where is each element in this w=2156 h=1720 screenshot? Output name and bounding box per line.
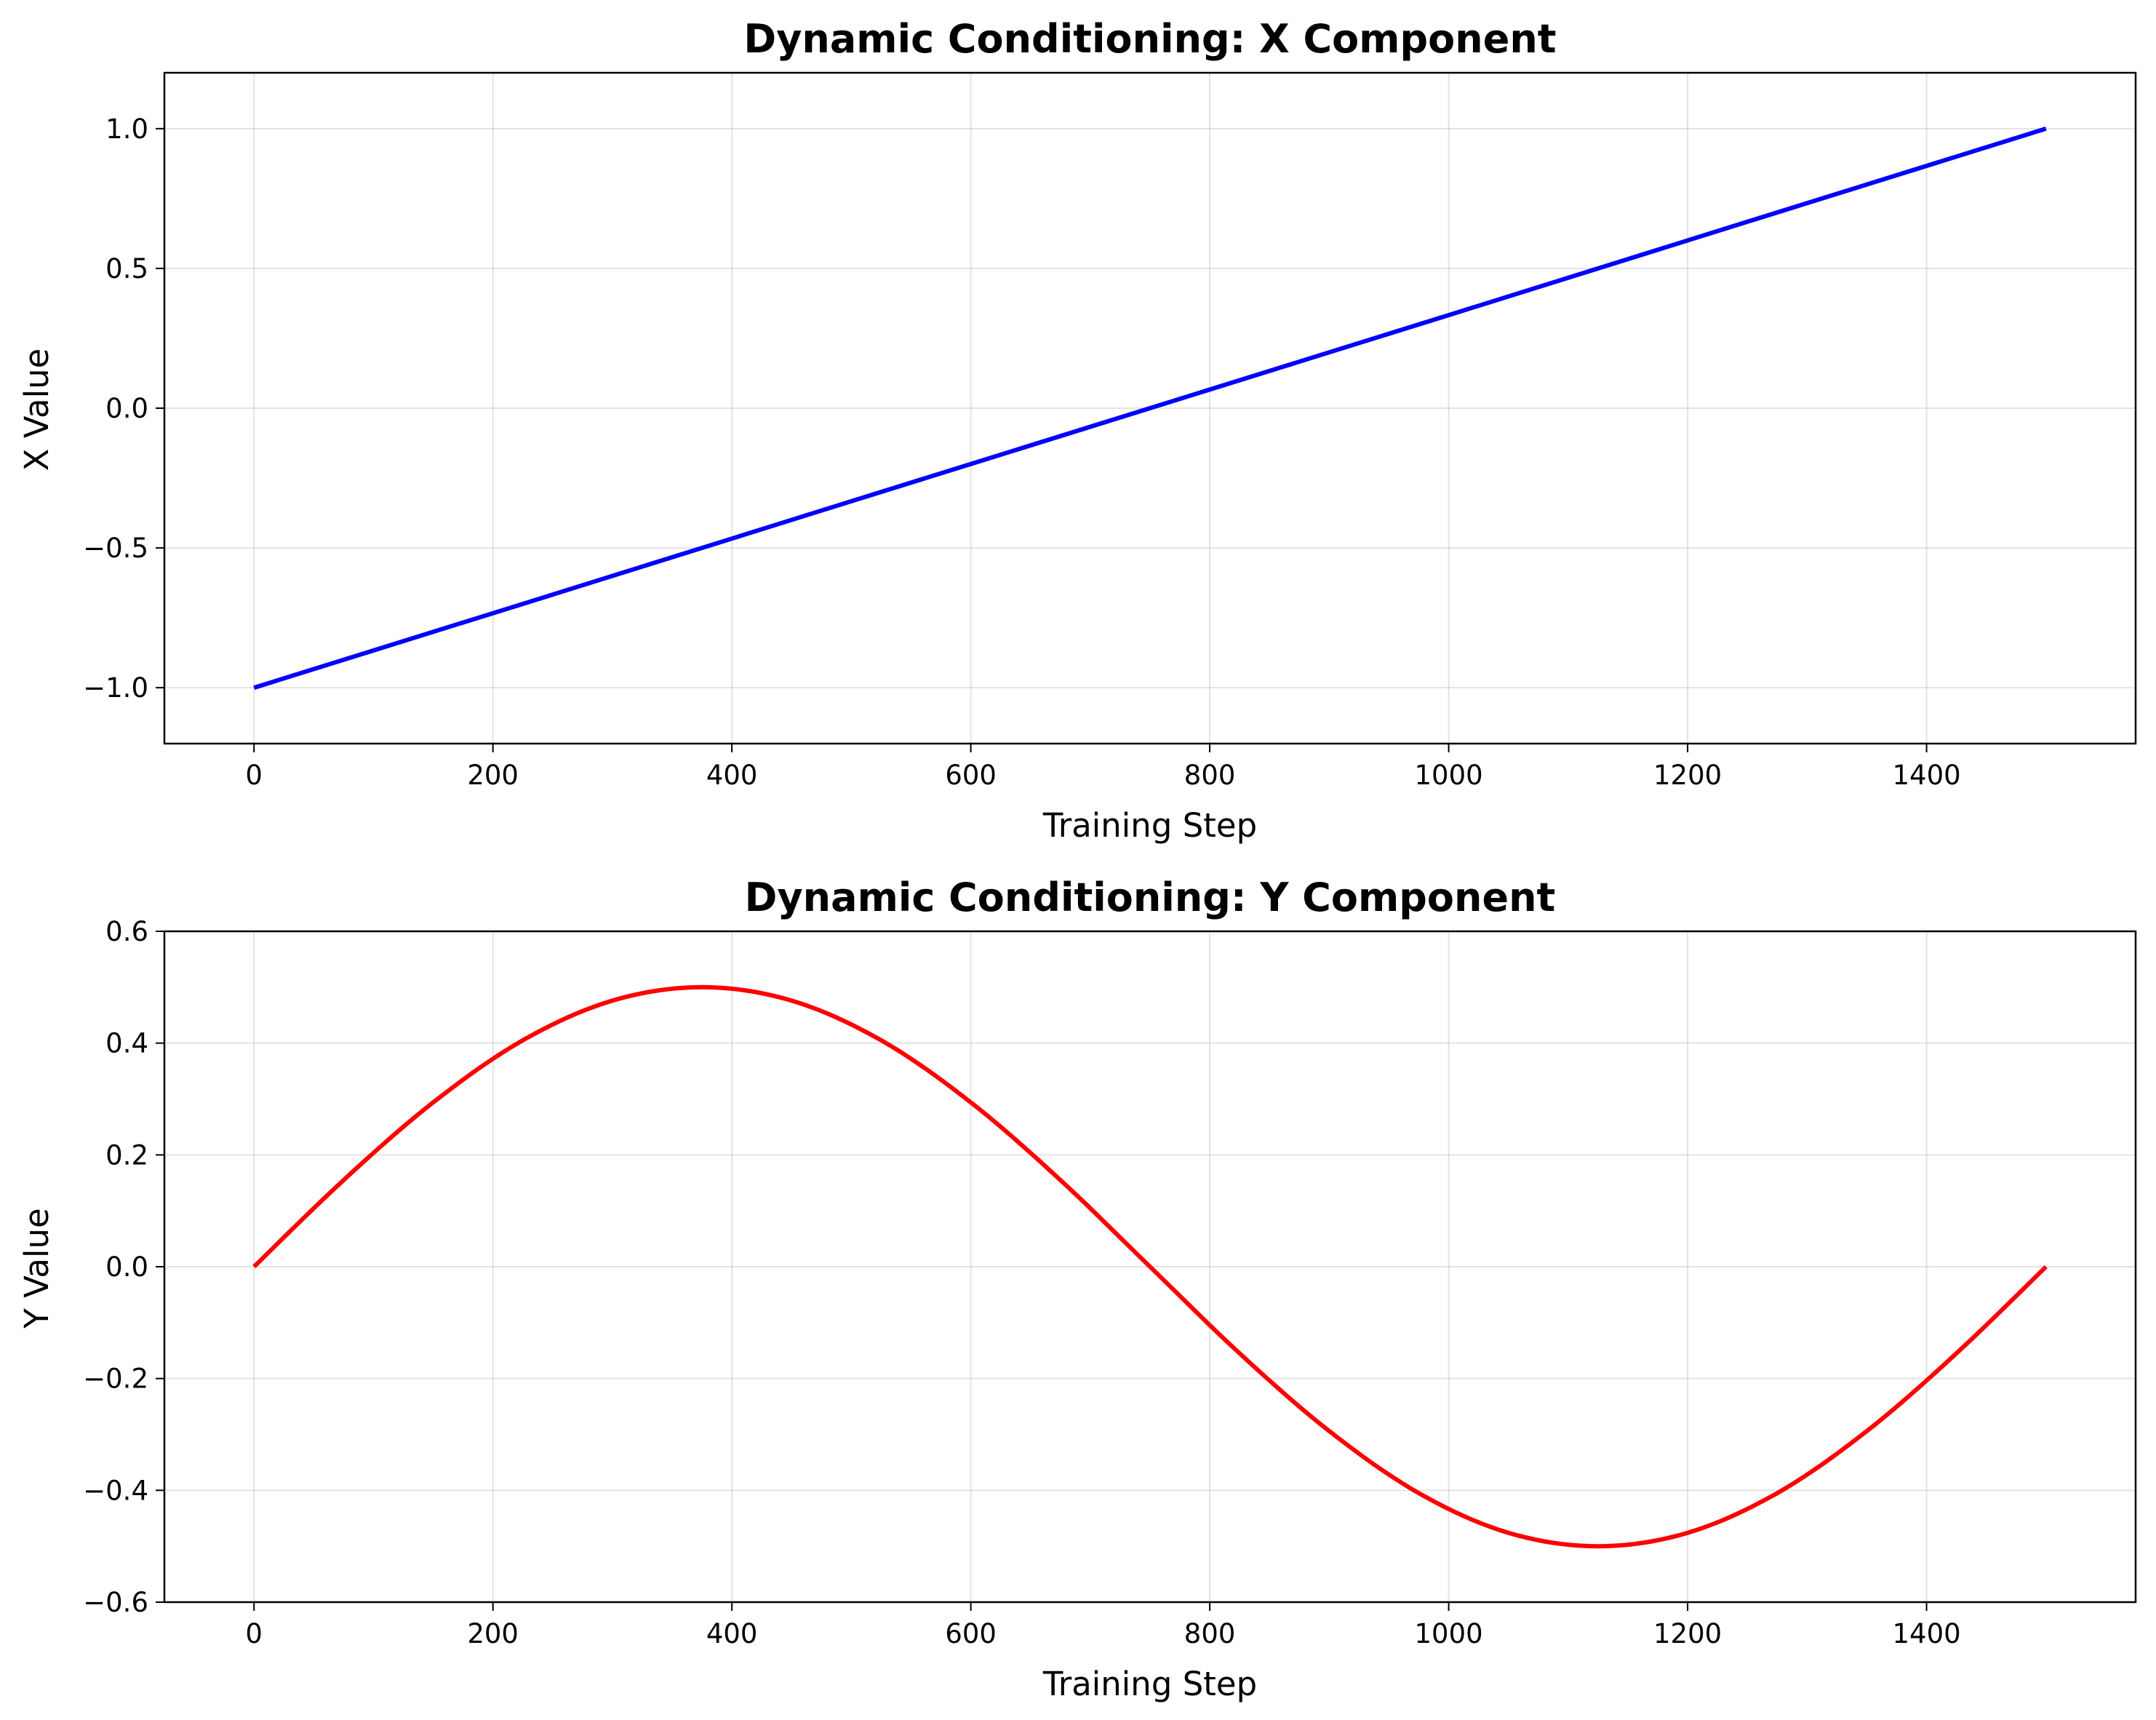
x-tick-label: 1400: [1892, 1618, 1960, 1649]
x-tick-label: 0: [245, 760, 263, 791]
x-tick-label: 600: [945, 760, 997, 791]
x-tick-label: 1200: [1653, 1618, 1722, 1649]
y-axis-label: X Value: [17, 349, 56, 471]
chart-title: Dynamic Conditioning: Y Component: [745, 875, 1556, 920]
x-tick-label: 1000: [1415, 760, 1483, 791]
x-axis-label: Training Step: [1042, 1665, 1257, 1703]
series: [252, 984, 2048, 1549]
y-component-panel: Dynamic Conditioning: Y Component Traini…: [17, 875, 2137, 1703]
y-tick-label: 0.5: [105, 253, 148, 284]
x-tick-label: 1200: [1653, 760, 1722, 791]
y-tick-label: 0.0: [105, 393, 148, 424]
ticks: 0 200 400 600 800 1000 1200 1400 −0.6 −0.4 −0.2 0.0…: [83, 916, 1961, 1649]
x-tick-label: 1000: [1415, 1618, 1483, 1649]
y-tick-label: −0.5: [83, 533, 148, 564]
y-tick-label: 0.6: [105, 916, 148, 947]
y-tick-label: −1.0: [83, 672, 148, 704]
x-component-panel: Dynamic Conditioning: X Component Traini…: [17, 16, 2137, 845]
x-tick-label: 0: [245, 1618, 263, 1649]
plot-frame: [163, 71, 2137, 745]
series-line: [252, 984, 2048, 1549]
y-tick-label: 1.0: [105, 114, 148, 145]
y-tick-label: 0.4: [105, 1028, 148, 1059]
y-tick-label: 0.0: [105, 1251, 148, 1283]
ticks: 0 200 400 600 800 1000 1200 1400 −1.0 −0.5 0.0 0.5 1…: [83, 114, 1961, 791]
x-tick-label: 600: [945, 1618, 997, 1649]
plot-frame: [163, 930, 2137, 1604]
y-tick-label: −0.6: [83, 1587, 148, 1618]
y-tick-label: 0.2: [105, 1139, 148, 1171]
x-tick-label: 400: [706, 1618, 758, 1649]
x-tick-label: 200: [467, 760, 519, 791]
x-tick-label: 400: [706, 760, 758, 791]
x-axis-label: Training Step: [1042, 806, 1257, 845]
y-axis-label: Y Value: [17, 1208, 56, 1329]
series-line: [253, 126, 2047, 690]
x-tick-label: 200: [467, 1618, 519, 1649]
x-tick-label: 800: [1184, 760, 1236, 791]
x-tick-label: 1400: [1892, 760, 1960, 791]
chart-title: Dynamic Conditioning: X Component: [743, 16, 1556, 62]
y-tick-label: −0.4: [83, 1475, 148, 1506]
series: [253, 126, 2047, 690]
y-tick-label: −0.2: [83, 1363, 148, 1395]
x-tick-label: 800: [1184, 1618, 1236, 1649]
grid: [164, 73, 2136, 744]
